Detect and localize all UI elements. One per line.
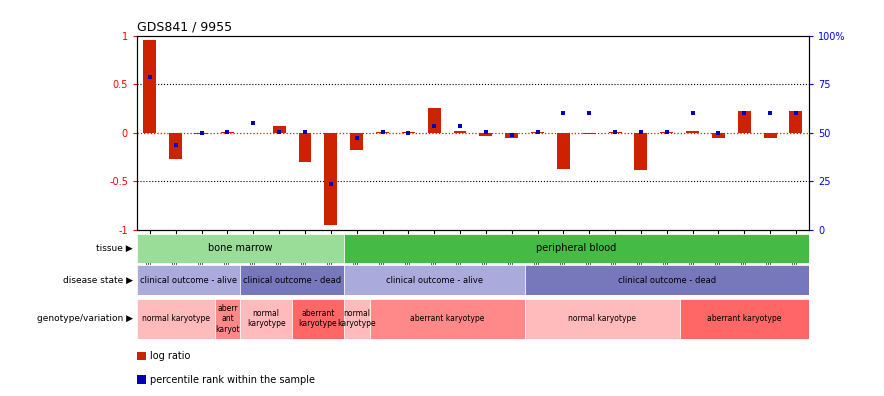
Bar (660, 132, 674, 133)
Bar (680, 299, 809, 339)
Bar (240, 265, 344, 295)
Bar (712, 133, 725, 137)
Bar (143, 40, 156, 133)
Text: GDS841 / 9955: GDS841 / 9955 (137, 20, 232, 33)
Bar (686, 131, 699, 133)
Text: peripheral blood: peripheral blood (537, 244, 616, 253)
Bar (272, 126, 286, 133)
Bar (557, 133, 570, 169)
Bar (344, 234, 809, 263)
Bar (479, 133, 492, 135)
Bar (350, 133, 363, 150)
Text: log ratio: log ratio (150, 351, 191, 361)
Text: clinical outcome - dead: clinical outcome - dead (618, 276, 716, 285)
Text: aberr
ant
karyot: aberr ant karyot (215, 304, 240, 334)
Text: normal karyotype: normal karyotype (141, 314, 210, 323)
Bar (240, 299, 292, 339)
Text: normal
karyotype: normal karyotype (247, 309, 286, 328)
Bar (137, 234, 344, 263)
Bar (764, 133, 776, 137)
Bar (299, 133, 311, 162)
Bar (506, 133, 518, 139)
Bar (524, 299, 680, 339)
Text: aberrant karyotype: aberrant karyotype (410, 314, 484, 323)
Bar (215, 299, 240, 339)
Bar (402, 132, 415, 133)
Bar (453, 131, 467, 133)
Bar (137, 352, 146, 360)
Text: normal
karyotype: normal karyotype (338, 309, 376, 328)
Bar (531, 132, 544, 133)
Bar (344, 265, 524, 295)
Text: bone marrow: bone marrow (208, 244, 272, 253)
Text: aberrant karyotype: aberrant karyotype (707, 314, 781, 323)
Bar (370, 299, 524, 339)
Bar (324, 133, 338, 225)
Bar (608, 132, 621, 133)
Text: clinical outcome - alive: clinical outcome - alive (385, 276, 483, 285)
Bar (137, 299, 215, 339)
Bar (170, 133, 182, 159)
Text: normal karyotype: normal karyotype (568, 314, 636, 323)
Bar (221, 132, 234, 133)
Bar (137, 265, 240, 295)
Bar (428, 109, 440, 133)
Text: percentile rank within the sample: percentile rank within the sample (150, 375, 316, 385)
Bar (292, 299, 344, 339)
Bar (137, 375, 146, 384)
Text: disease state ▶: disease state ▶ (63, 276, 133, 285)
Bar (344, 299, 370, 339)
Bar (738, 111, 751, 133)
Bar (635, 133, 647, 169)
Text: clinical outcome - dead: clinical outcome - dead (243, 276, 341, 285)
Bar (376, 132, 389, 133)
Text: tissue ▶: tissue ▶ (96, 244, 133, 253)
Bar (789, 111, 803, 133)
Text: genotype/variation ▶: genotype/variation ▶ (36, 314, 133, 323)
Bar (524, 265, 809, 295)
Text: aberrant
karyotype: aberrant karyotype (299, 309, 337, 328)
Text: clinical outcome - alive: clinical outcome - alive (141, 276, 237, 285)
